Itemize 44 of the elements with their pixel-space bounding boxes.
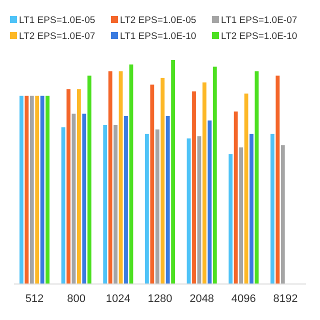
bar <box>208 120 212 284</box>
bar <box>87 76 92 284</box>
bar <box>166 116 170 284</box>
bar <box>35 96 40 284</box>
bar <box>144 134 149 284</box>
bar <box>171 60 176 284</box>
legend-label: LT1 EPS=1.0E-07 <box>221 15 298 26</box>
bar <box>212 66 217 284</box>
x-tick-label: 4096 <box>231 293 256 305</box>
bar <box>24 96 29 284</box>
bar <box>66 89 70 284</box>
legend-label: LT2 EPS=1.0E-10 <box>221 31 298 42</box>
legend-label: LT1 EPS=1.0E-10 <box>120 31 196 42</box>
bar <box>40 96 44 284</box>
x-tick-label: 512 <box>25 293 44 305</box>
bar <box>280 145 285 284</box>
legend-label: LT2 EPS=1.0E-07 <box>19 31 96 42</box>
x-tick-label: 1024 <box>106 293 130 305</box>
bar <box>234 112 238 284</box>
bar <box>76 89 81 284</box>
bar <box>124 116 128 284</box>
bar <box>114 124 118 284</box>
x-tick-label: 8192 <box>273 293 298 305</box>
bar <box>250 134 254 284</box>
x-tick-label: 800 <box>67 293 86 305</box>
bar <box>30 96 34 284</box>
bar <box>276 76 280 284</box>
bar <box>82 114 86 284</box>
bar <box>160 78 165 284</box>
bar <box>108 71 112 284</box>
x-tick-label: 2048 <box>190 293 214 305</box>
bar <box>46 96 50 284</box>
bar <box>103 124 108 284</box>
bar <box>19 96 24 284</box>
x-tick-label: 1280 <box>148 293 172 305</box>
bar <box>150 84 154 284</box>
bar <box>270 134 274 284</box>
bar <box>228 154 233 284</box>
legend-label: LT2 EPS=1.0E-05 <box>120 15 196 26</box>
bar <box>239 147 244 284</box>
bar <box>192 91 196 284</box>
bar <box>155 129 160 284</box>
legend-label: LT1 EPS=1.0E-05 <box>19 15 96 26</box>
bar <box>202 82 206 284</box>
